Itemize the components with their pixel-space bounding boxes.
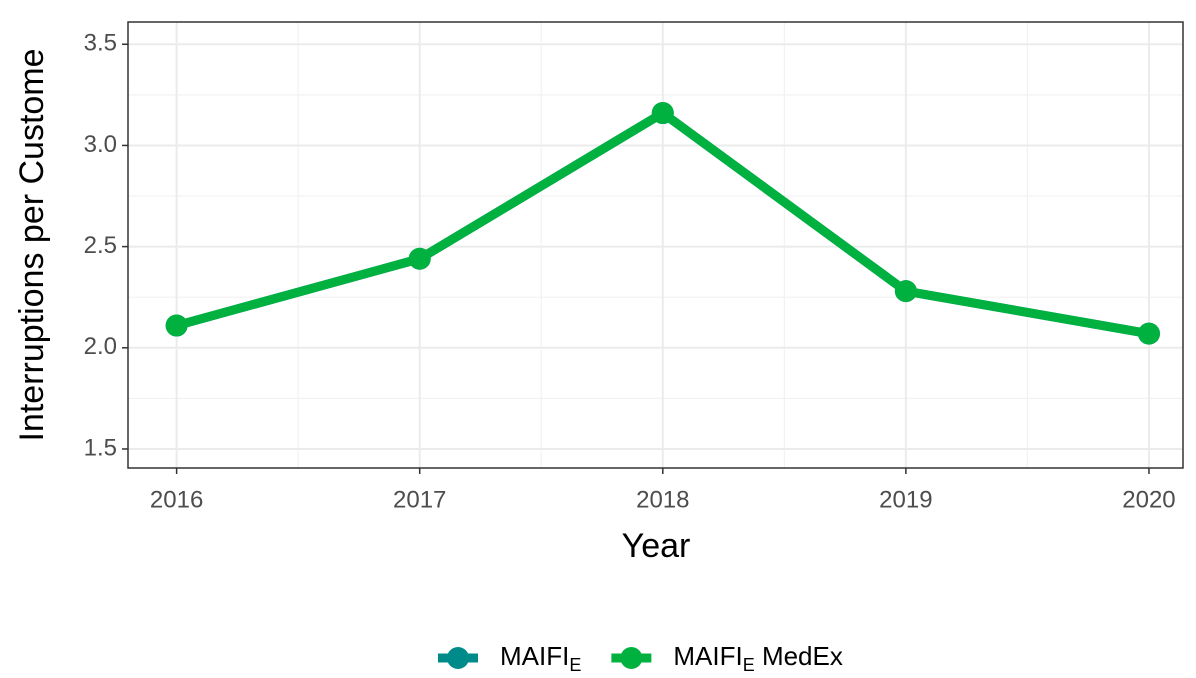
point <box>165 314 188 337</box>
y-axis-title: Interruptions per Custome <box>13 48 51 441</box>
y-tick-label: 1.5 <box>84 434 117 461</box>
y-tick-label: 3.5 <box>84 30 117 57</box>
legend-label: MAIFIE MedEx <box>673 641 843 675</box>
x-tick-label: 2019 <box>879 486 932 513</box>
panel-border <box>127 21 1184 469</box>
legend-name: MAIFI <box>673 641 742 671</box>
legend-key-point <box>620 647 643 669</box>
x-tick-label: 2018 <box>636 486 689 513</box>
x-tick-label: 2020 <box>1122 486 1175 513</box>
y-tick-label: 2.5 <box>84 232 117 259</box>
y-tick-label: 3.0 <box>84 131 117 158</box>
point <box>1137 322 1160 345</box>
legend-label: MAIFIE <box>500 641 581 675</box>
legend-subscript: E <box>569 655 581 675</box>
legend: MAIFIE MAIFIE MedEx <box>438 641 843 675</box>
legend-name: MAIFI <box>500 641 569 671</box>
point <box>894 280 917 303</box>
legend-key-point <box>447 647 469 669</box>
point <box>408 247 431 270</box>
legend-suffix: MedEx <box>755 641 843 671</box>
x-tick-label: 2017 <box>393 486 446 513</box>
legend-subscript: E <box>743 655 755 675</box>
y-tick-label: 2.0 <box>84 333 117 360</box>
point <box>651 102 674 125</box>
x-tick-label: 2016 <box>150 486 203 513</box>
x-axis-title: Year <box>622 527 691 565</box>
